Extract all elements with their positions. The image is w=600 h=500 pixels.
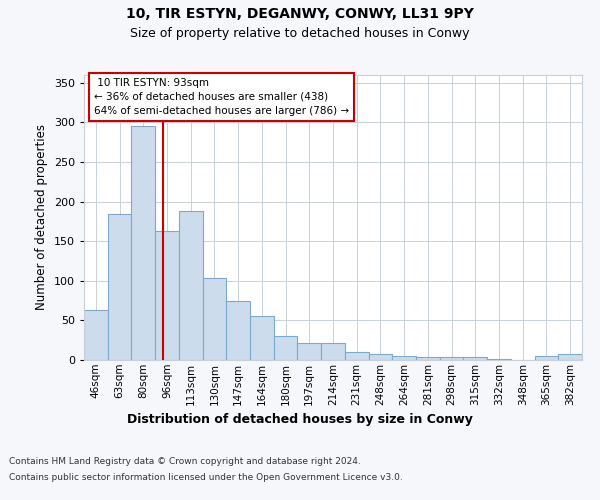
Bar [179,211,203,360]
Text: Distribution of detached houses by size in Conwy: Distribution of detached houses by size … [127,412,473,426]
Text: Size of property relative to detached houses in Conwy: Size of property relative to detached ho… [130,28,470,40]
Text: Contains public sector information licensed under the Open Government Licence v3: Contains public sector information licen… [9,472,403,482]
Bar [321,342,345,360]
Bar [155,231,179,360]
Y-axis label: Number of detached properties: Number of detached properties [35,124,48,310]
Bar [392,356,416,360]
Text: 10, TIR ESTYN, DEGANWY, CONWY, LL31 9PY: 10, TIR ESTYN, DEGANWY, CONWY, LL31 9PY [126,8,474,22]
Bar [416,357,440,360]
Bar [535,356,558,360]
Bar [558,354,582,360]
Bar [250,316,274,360]
Text: Contains HM Land Registry data © Crown copyright and database right 2024.: Contains HM Land Registry data © Crown c… [9,458,361,466]
Bar [463,357,487,360]
Bar [84,310,108,360]
Bar [226,300,250,360]
Text: 10 TIR ESTYN: 93sqm
← 36% of detached houses are smaller (438)
64% of semi-detac: 10 TIR ESTYN: 93sqm ← 36% of detached ho… [94,78,349,116]
Bar [298,342,321,360]
Bar [274,336,298,360]
Bar [131,126,155,360]
Bar [345,352,368,360]
Bar [108,214,131,360]
Bar [440,357,463,360]
Bar [203,278,226,360]
Bar [487,359,511,360]
Bar [368,354,392,360]
